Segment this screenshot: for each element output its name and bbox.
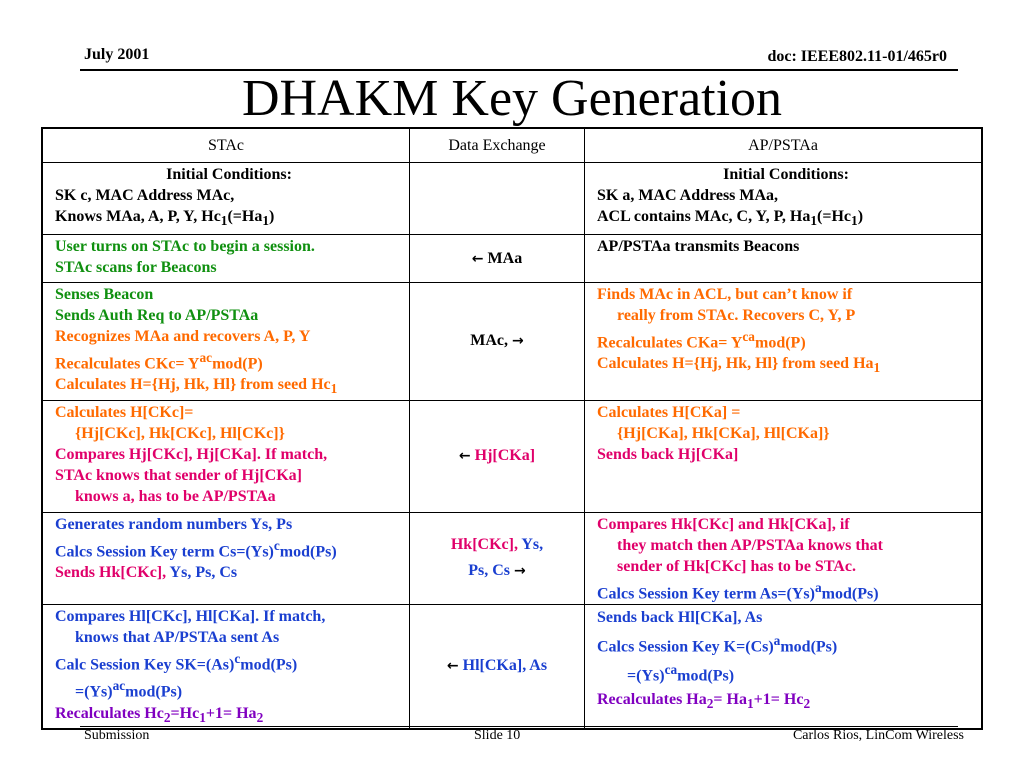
exchange-cell: [409, 162, 585, 235]
ap-line: =(Ys)camod(Ps): [627, 662, 735, 685]
stac-line: STAc knows that sender of Hj[CKa]: [55, 466, 302, 484]
stac-line: Calc Session Key SK=(As)cmod(Ps): [55, 650, 298, 674]
stac-line: =(Ys)acmod(Ps): [75, 678, 183, 701]
left-arrow-icon: ←: [458, 448, 471, 465]
stac-cell: Calculates H[CKc]= {Hj[CKc], Hk[CKc], Hl…: [41, 399, 410, 513]
footer-author: Carlos Rios, LinCom Wireless: [792, 728, 964, 743]
header-doc-id: doc: IEEE802.11-01/465r0: [767, 48, 947, 65]
left-arrow-icon: ←: [446, 658, 459, 675]
ap-line: Finds MAc in ACL, but can’t know if: [597, 286, 853, 303]
ap-line: Sends back Hl[CKa], As: [597, 608, 763, 626]
ap-line: Sends back Hj[CKa]: [597, 445, 739, 463]
ap-line: Recalculates CKa= Ycamod(P): [597, 329, 806, 352]
exchange-cell: ← MAa: [409, 234, 585, 283]
table-row: User turns on STAc to begin a session. S…: [41, 234, 983, 283]
header-divider: [80, 69, 958, 71]
table-row: Compares Hl[CKc], Hl[CKa]. If match, kno…: [41, 603, 983, 730]
exchange-cell: MAc, →: [409, 282, 585, 401]
stac-line: Generates random numbers Ys, Ps: [55, 515, 293, 533]
ap-line: Calculates H={Hj, Hk, Hl} from seed Ha1: [597, 355, 881, 376]
stac-line: Recalculates Hc2=Hc1+1= Ha2: [55, 704, 264, 725]
stac-line: SK c, MAC Address MAc,: [55, 187, 235, 204]
ap-line: Calcs Session Key K=(Cs)amod(Ps): [597, 632, 838, 656]
exchange-line: Hk[CKc], Ys,: [450, 536, 544, 554]
stac-cell: Generates random numbers Ys, Ps Calcs Se…: [41, 511, 410, 605]
stac-line: Sends Hk[CKc], Ys, Ps, Cs: [55, 563, 238, 581]
table-header-row: STAc Data Exchange AP/PSTAa: [41, 127, 983, 163]
ap-line: Compares Hk[CKc] and Hk[CKa], if: [597, 515, 850, 533]
stac-line: Senses Beacon: [55, 286, 154, 303]
stac-cell: Initial Conditions: SK c, MAC Address MA…: [41, 162, 410, 235]
col-header-data-exchange: Data Exchange: [409, 127, 585, 163]
footer-slide-number: Slide 10: [474, 728, 521, 743]
stac-cell: User turns on STAc to begin a session. S…: [41, 234, 410, 283]
table-row: Initial Conditions: SK c, MAC Address MA…: [41, 162, 983, 235]
col-header-stac: STAc: [41, 127, 410, 163]
ap-line: Recalculates Ha2= Ha1+1= Hc2: [597, 690, 811, 711]
stac-line: Recalculates CKc= Yacmod(P): [55, 350, 263, 373]
ap-cell: Initial Conditions: SK a, MAC Address MA…: [584, 162, 983, 235]
slide-title: DHAKM Key Generation: [241, 70, 783, 127]
stac-cell: Senses Beacon Sends Auth Req to AP/PSTAa…: [41, 282, 410, 401]
table-row: Senses Beacon Sends Auth Req to AP/PSTAa…: [41, 282, 983, 401]
ap-cell: Compares Hk[CKc] and Hk[CKa], if they ma…: [584, 511, 983, 605]
ap-line: AP/PSTAa transmits Beacons: [597, 238, 800, 255]
ap-cell: Sends back Hl[CKa], As Calcs Session Key…: [584, 603, 983, 730]
stac-cell: Compares Hl[CKc], Hl[CKa]. If match, kno…: [41, 603, 410, 730]
ap-cell: Calculates H[CKa] = {Hj[CKa], Hk[CKa], H…: [584, 399, 983, 513]
stac-line: Knows MAa, A, P, Y, Hc1(=Ha1): [55, 208, 275, 229]
stac-line: User turns on STAc to begin a session.: [55, 238, 315, 255]
stac-line: Calculates H[CKc]=: [55, 403, 194, 421]
ap-line: {Hj[CKa], Hk[CKa], Hl[CKa]}: [617, 424, 830, 442]
ap-line: SK a, MAC Address MAa,: [597, 187, 779, 204]
stac-line: Recognizes MAa and recovers A, P, Y: [55, 328, 311, 345]
stac-line: Compares Hj[CKc], Hj[CKa]. If match,: [55, 445, 328, 463]
ap-line: they match then AP/PSTAa knows that: [617, 536, 883, 554]
ap-cell: Finds MAc in ACL, but can’t know if real…: [584, 282, 983, 401]
ap-line: Initial Conditions:: [723, 166, 849, 183]
footer-divider: [80, 726, 958, 727]
header-date: July 2001: [84, 46, 150, 63]
stac-line: Compares Hl[CKc], Hl[CKa]. If match,: [55, 607, 326, 625]
stac-line: knows a, has to be AP/PSTAa: [75, 487, 276, 505]
exchange-line: Ps, Cs →: [468, 562, 526, 580]
left-arrow-icon: ←: [471, 250, 484, 267]
ap-line: Calculates H[CKa] =: [597, 403, 741, 421]
right-arrow-icon: →: [514, 563, 526, 580]
ap-line: really from STAc. Recovers C, Y, P: [617, 307, 856, 324]
ap-line: Calcs Session Key term As=(Ys)amod(Ps): [597, 579, 879, 602]
stac-line: STAc scans for Beacons: [55, 259, 217, 276]
table-row: Generates random numbers Ys, Ps Calcs Se…: [41, 511, 983, 605]
ap-line: ACL contains MAc, C, Y, P, Ha1(=Hc1): [597, 208, 864, 229]
exchange-cell: ← Hl[CKa], As: [409, 603, 585, 730]
exchange-cell: ← Hj[CKa]: [409, 399, 585, 513]
ap-line: sender of Hk[CKc] has to be STAc.: [617, 557, 856, 575]
stac-line: Sends Auth Req to AP/PSTAa: [55, 307, 259, 324]
right-arrow-icon: →: [512, 333, 524, 350]
stac-line: knows that AP/PSTAa sent As: [75, 628, 280, 646]
table-row: Calculates H[CKc]= {Hj[CKc], Hk[CKc], Hl…: [41, 399, 983, 513]
key-generation-table: STAc Data Exchange AP/PSTAa Initial Cond…: [41, 127, 983, 730]
stac-line: Initial Conditions:: [166, 166, 292, 183]
footer-submission: Submission: [84, 728, 150, 743]
stac-line: Calcs Session Key term Cs=(Ys)cmod(Ps): [55, 537, 337, 560]
col-header-ap-pstaa: AP/PSTAa: [584, 127, 983, 163]
stac-line: Calculates H={Hj, Hk, Hl} from seed Hc1: [55, 376, 338, 397]
ap-cell: AP/PSTAa transmits Beacons: [584, 234, 983, 283]
exchange-cell: Hk[CKc], Ys, Ps, Cs →: [409, 511, 585, 605]
stac-line: {Hj[CKc], Hk[CKc], Hl[CKc]}: [75, 424, 285, 442]
